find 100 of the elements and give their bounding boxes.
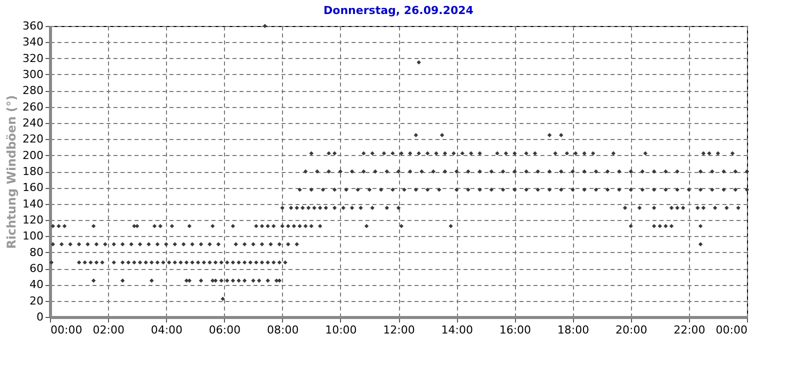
point xyxy=(524,151,528,156)
y-tick-label: 180 xyxy=(22,165,44,178)
y-tick-label: 160 xyxy=(22,181,44,194)
point xyxy=(210,224,215,228)
x-tick-label: 08:00 xyxy=(266,324,299,336)
y-tick-label: 320 xyxy=(22,52,44,65)
y-axis-title: Richtung Windböen (°) xyxy=(4,95,19,249)
point xyxy=(202,260,206,265)
x-tick-label: 22:00 xyxy=(674,324,706,336)
point xyxy=(553,151,558,156)
x-tick-label: 20:00 xyxy=(615,324,648,336)
point xyxy=(251,278,256,283)
x-tick-label: 14:00 xyxy=(441,324,473,336)
point xyxy=(272,260,276,265)
point xyxy=(468,151,474,156)
point xyxy=(76,260,82,265)
point xyxy=(256,278,262,283)
y-tick-label: 240 xyxy=(22,116,44,130)
point xyxy=(219,260,224,265)
point xyxy=(103,242,108,246)
point xyxy=(350,206,354,210)
point xyxy=(129,242,134,246)
x-tick-label: 18:00 xyxy=(557,324,590,336)
point xyxy=(242,278,247,283)
point xyxy=(364,224,369,228)
y-tick-label: 0 xyxy=(36,310,44,324)
point xyxy=(434,151,438,156)
point xyxy=(628,188,633,192)
point xyxy=(524,188,528,192)
point xyxy=(437,188,442,192)
point xyxy=(230,260,236,265)
point xyxy=(286,242,290,246)
y-tick-label: 140 xyxy=(22,197,44,210)
y-tick-label: 280 xyxy=(22,84,44,98)
point xyxy=(150,260,154,265)
point xyxy=(248,260,253,265)
point xyxy=(736,206,740,210)
point xyxy=(280,206,284,210)
y-tick-label: 80 xyxy=(30,246,44,259)
point xyxy=(172,260,177,265)
point xyxy=(478,188,482,192)
point xyxy=(187,224,192,228)
x-tick-label: 06:00 xyxy=(208,324,241,336)
y-tick-label: 340 xyxy=(22,36,44,49)
point xyxy=(582,151,586,156)
point xyxy=(303,224,308,228)
point xyxy=(454,188,459,192)
point xyxy=(208,242,212,246)
y-tick-label: 360 xyxy=(22,20,44,32)
point xyxy=(88,260,93,265)
point xyxy=(144,260,148,265)
point xyxy=(318,224,322,228)
point xyxy=(326,151,331,156)
point xyxy=(559,188,564,192)
point xyxy=(230,278,236,283)
point xyxy=(309,224,314,228)
point xyxy=(675,188,680,192)
point xyxy=(452,151,456,156)
point xyxy=(416,151,421,156)
point xyxy=(49,260,54,265)
point xyxy=(744,169,750,174)
point xyxy=(135,224,140,228)
point xyxy=(350,169,354,174)
point xyxy=(637,206,642,210)
point xyxy=(312,206,316,210)
point xyxy=(617,188,622,192)
point xyxy=(94,260,99,265)
point xyxy=(286,224,290,228)
point xyxy=(234,242,238,246)
point xyxy=(362,151,366,156)
point xyxy=(440,133,444,138)
point xyxy=(120,278,125,283)
point xyxy=(442,169,448,174)
y-tick-label: 60 xyxy=(30,262,44,275)
point xyxy=(155,260,160,265)
point xyxy=(112,260,116,265)
point xyxy=(696,206,700,210)
y-tick-label: 300 xyxy=(22,68,44,81)
point xyxy=(724,206,729,210)
point xyxy=(582,188,586,192)
point xyxy=(196,260,200,265)
point xyxy=(225,278,230,283)
point xyxy=(126,260,131,265)
point xyxy=(414,188,418,192)
point xyxy=(170,224,174,228)
point xyxy=(390,151,395,156)
point xyxy=(390,188,395,192)
point xyxy=(219,278,224,283)
point xyxy=(669,224,674,228)
point xyxy=(652,188,656,192)
point xyxy=(664,188,668,192)
point xyxy=(611,151,616,156)
point xyxy=(628,224,633,228)
point xyxy=(605,188,610,192)
point xyxy=(384,206,390,210)
y-tick-label: 260 xyxy=(22,100,44,114)
point xyxy=(489,188,494,192)
point xyxy=(574,151,578,156)
y-tick-label: 40 xyxy=(30,278,44,292)
point xyxy=(547,133,552,138)
